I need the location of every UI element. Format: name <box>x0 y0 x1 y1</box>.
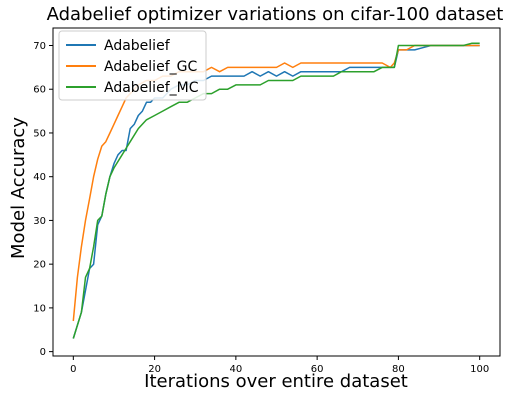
legend-box <box>58 30 207 101</box>
y-tick-label: 40 <box>33 172 46 183</box>
legend: Adabelief Adabelief_GC Adabelief_MC <box>58 30 207 101</box>
x-axis-label: Iterations over entire dataset <box>144 371 408 392</box>
x-axis-ticks: 0 20 40 60 80 100 <box>70 356 489 375</box>
series-lines <box>72 42 480 339</box>
series-line-adabelief-gc <box>72 44 480 322</box>
y-axis-label: Model Accuracy <box>8 117 29 259</box>
x-tick-label: 0 <box>70 364 76 375</box>
chart-title: Adabelief optimizer variations on cifar-… <box>47 4 504 25</box>
y-tick-label: 0 <box>40 347 46 358</box>
legend-label-adabelief: Adabelief <box>104 38 171 54</box>
x-tick-label: 40 <box>229 364 242 375</box>
x-tick-label: 20 <box>148 364 161 375</box>
y-tick-label: 70 <box>33 41 46 52</box>
y-tick-label: 10 <box>33 303 46 314</box>
legend-label-adabelief-mc: Adabelief_MC <box>104 80 199 96</box>
y-tick-label: 20 <box>33 260 46 271</box>
y-tick-label: 50 <box>33 128 46 139</box>
x-tick-label: 60 <box>311 364 324 375</box>
y-axis-ticks: 0 10 20 30 40 50 60 70 <box>33 41 53 358</box>
y-tick-label: 30 <box>33 216 46 227</box>
x-tick-label: 100 <box>470 364 489 375</box>
x-tick-label: 80 <box>392 364 405 375</box>
y-tick-label: 60 <box>33 85 46 96</box>
series-line-adabelief-mc <box>72 42 480 339</box>
legend-label-adabelief-gc: Adabelief_GC <box>104 59 197 75</box>
